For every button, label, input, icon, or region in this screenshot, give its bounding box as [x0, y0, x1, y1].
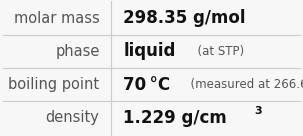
- Text: phase: phase: [55, 44, 99, 59]
- Text: 3: 3: [255, 106, 262, 116]
- Text: molar mass: molar mass: [14, 10, 99, 26]
- Text: liquid: liquid: [123, 42, 176, 60]
- Text: 70 °C: 70 °C: [123, 76, 170, 94]
- Text: 1.229 g/cm: 1.229 g/cm: [123, 109, 227, 127]
- Text: 298.35 g/mol: 298.35 g/mol: [123, 9, 246, 27]
- Text: boiling point: boiling point: [8, 77, 99, 92]
- Text: (at STP): (at STP): [189, 45, 244, 58]
- Text: density: density: [46, 110, 99, 126]
- Text: (measured at 266.6 Pa): (measured at 266.6 Pa): [183, 78, 303, 91]
